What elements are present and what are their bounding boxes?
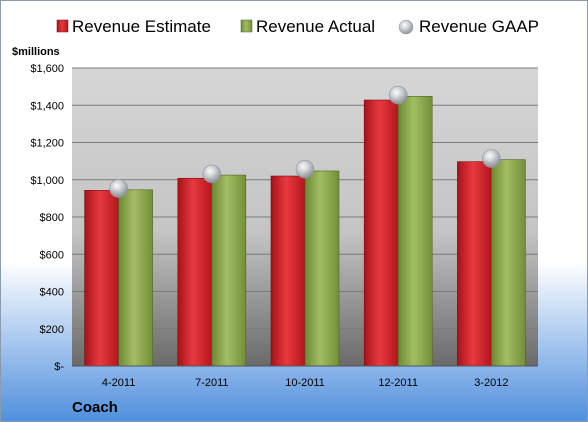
bar-actual — [211, 174, 247, 367]
y-tick-label: $1,400 — [30, 100, 64, 112]
x-tick-label: 12-2011 — [378, 377, 418, 389]
company-name: Coach — [72, 399, 118, 416]
y-tick-label: $800 — [40, 212, 64, 224]
legend-label-gaap: Revenue GAAP — [419, 17, 539, 36]
legend-swatch-actual — [240, 19, 253, 33]
y-tick-label: $400 — [40, 287, 64, 299]
bar-estimate — [270, 175, 306, 367]
legend-swatch-estimate — [56, 19, 69, 33]
x-tick-label: 3-2012 — [474, 377, 508, 389]
bar-actual — [304, 170, 340, 367]
y-tick-label: $1,600 — [30, 63, 64, 75]
y-axis-title: $millions — [12, 46, 60, 58]
gaap-marker — [388, 85, 408, 105]
x-tick-label: 7-2011 — [195, 377, 228, 389]
legend-item-gaap: Revenue GAAP — [398, 17, 539, 36]
y-tick-label: $1,000 — [30, 175, 64, 187]
gaap-marker — [482, 149, 501, 168]
y-tick-label: $- — [54, 361, 64, 373]
bars — [84, 96, 526, 367]
legend-label-estimate: Revenue Estimate — [72, 17, 211, 36]
x-tick-label: 4-2011 — [102, 377, 135, 389]
bar-actual — [118, 189, 153, 367]
bar-estimate — [457, 161, 492, 367]
bar-estimate — [363, 99, 399, 367]
legend: Revenue Estimate Revenue Actual Revenue … — [56, 17, 539, 36]
x-axis-ticks: 4-2011 7-2011 10-2011 12-2011 3-2012 — [102, 377, 509, 389]
legend-label-actual: Revenue Actual — [256, 17, 375, 36]
gaap-markers — [109, 85, 501, 198]
gaap-marker — [109, 179, 128, 198]
legend-item-estimate: Revenue Estimate — [56, 17, 211, 36]
legend-item-actual: Revenue Actual — [240, 17, 375, 36]
y-tick-label: $200 — [40, 324, 64, 336]
y-tick-label: $600 — [40, 249, 64, 261]
x-tick-label: 10-2011 — [285, 377, 325, 389]
bar-estimate — [177, 177, 213, 367]
bar-estimate — [84, 190, 119, 367]
bar-actual — [491, 159, 526, 367]
legend-swatch-gaap — [398, 19, 414, 35]
bar-actual — [397, 96, 433, 367]
gaap-marker — [202, 164, 222, 184]
y-tick-label: $1,200 — [30, 138, 64, 150]
y-axis-ticks: $- $200 $400 $600 $800 $1,000 $1,200 $1,400 $1,6… — [30, 63, 64, 373]
gaap-marker — [295, 160, 315, 179]
